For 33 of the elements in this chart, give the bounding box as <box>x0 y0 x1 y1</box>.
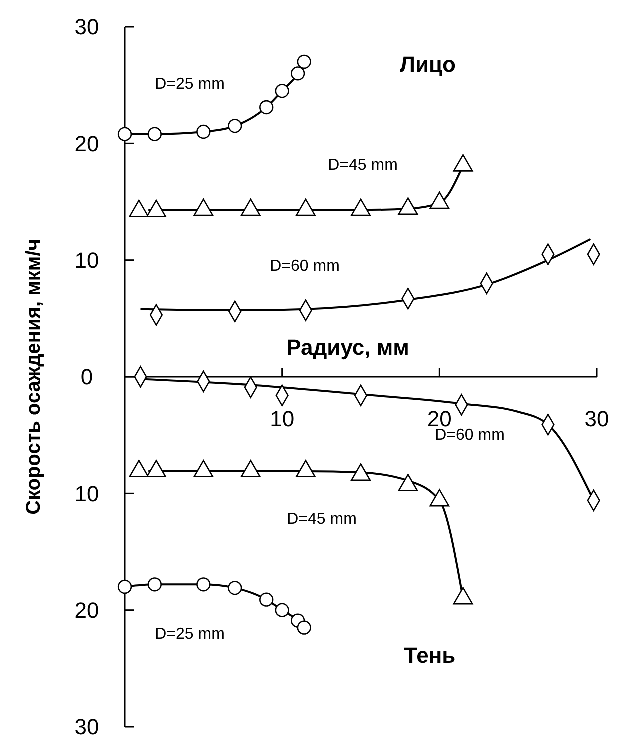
series-label: D=45 mm <box>328 157 398 174</box>
point <box>297 620 312 635</box>
point <box>260 100 274 115</box>
point <box>196 124 211 140</box>
point <box>148 578 162 592</box>
series-label: D=25 mm <box>155 76 225 93</box>
annotation: Лицо <box>400 52 456 77</box>
point <box>260 592 274 607</box>
x-tick-label: 30 <box>584 406 610 432</box>
y-tick-label: 10 <box>74 248 100 274</box>
y-tick-label: 30 <box>74 14 100 40</box>
text: D=25 mm <box>155 626 225 643</box>
text: D=60 mm <box>270 258 340 275</box>
series-label: D=45 mm <box>287 511 357 528</box>
point <box>118 127 132 142</box>
point <box>118 580 132 594</box>
y-tick-label: 10 <box>74 481 100 506</box>
point <box>228 581 242 596</box>
y-tick-label: 30 <box>74 714 100 737</box>
point <box>275 603 290 618</box>
point <box>275 84 290 98</box>
point <box>297 54 312 70</box>
y-axis-title: Скорость осаждения, мкм/ч <box>23 239 45 515</box>
point <box>148 127 162 142</box>
point <box>196 578 211 592</box>
x-tick-label: 10 <box>270 406 295 432</box>
x-axis-title: Радиус, мм <box>286 335 410 360</box>
y-tick-label: 0 <box>80 364 94 390</box>
point <box>290 66 306 81</box>
y-tick-label: 20 <box>74 598 100 624</box>
point <box>228 119 242 134</box>
annotation: Тень <box>404 643 456 668</box>
y-tick-label: 20 <box>74 131 100 156</box>
